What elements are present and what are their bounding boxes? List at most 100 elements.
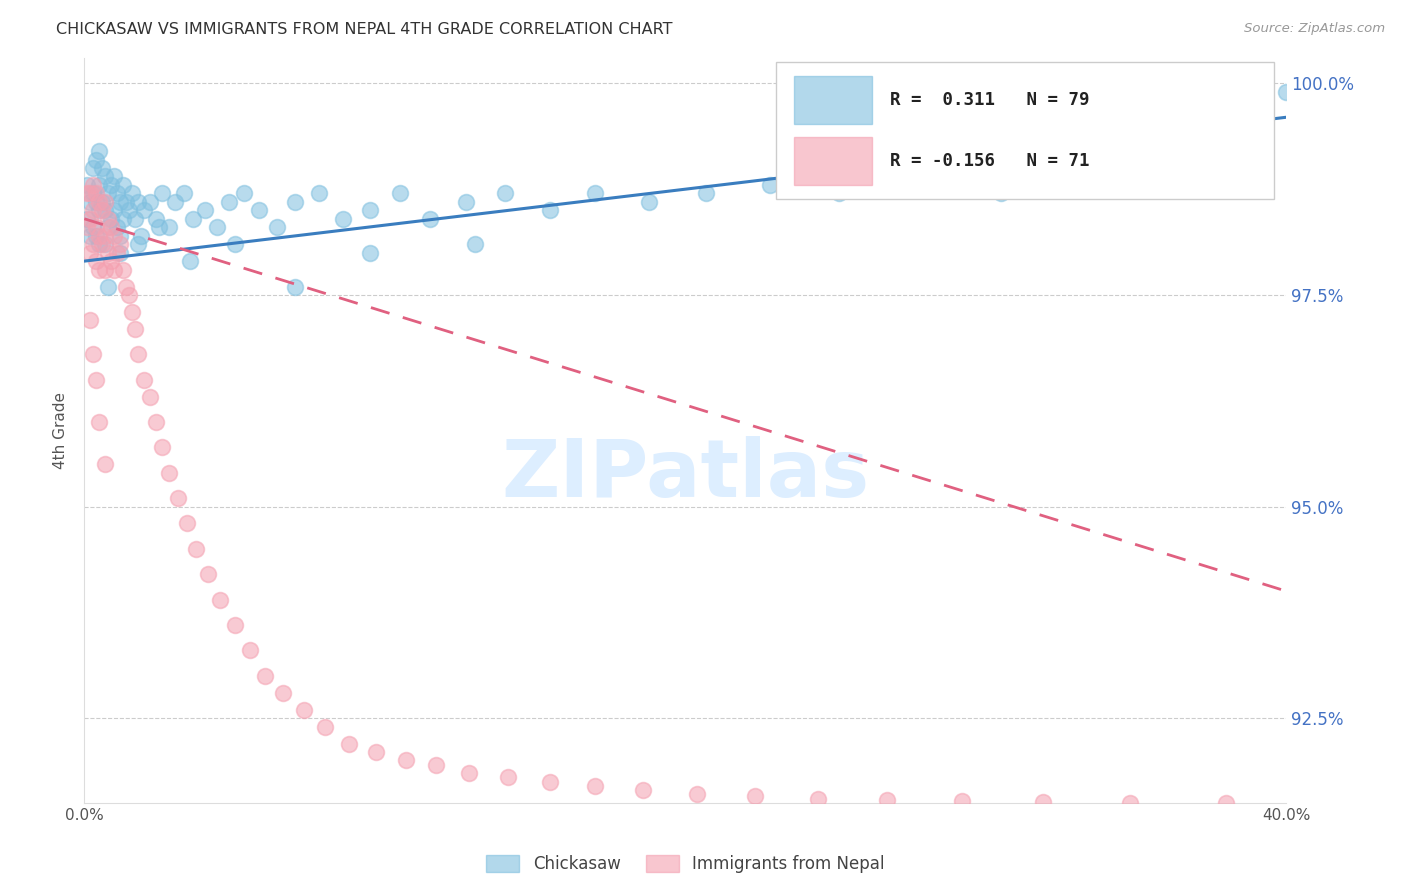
Point [79, 228, 101, 243]
Point [224, 237, 246, 252]
Point [205, 220, 228, 235]
FancyBboxPatch shape [793, 136, 872, 186]
Point [86, 373, 108, 387]
Point [990, 186, 1012, 201]
Point [103, 203, 125, 218]
Point [86, 186, 108, 201]
Point [76, 178, 98, 192]
Point [173, 186, 195, 201]
Point [107, 245, 129, 260]
Point [103, 169, 125, 184]
Point [97, 186, 120, 201]
Point [583, 779, 606, 793]
Point [1185, 178, 1208, 192]
Point [79, 186, 101, 201]
Point [121, 186, 143, 201]
Point [89, 178, 111, 192]
Text: R =  0.311   N = 79: R = 0.311 N = 79 [890, 91, 1090, 110]
Point [496, 771, 519, 785]
Point [695, 186, 717, 201]
Point [744, 789, 766, 803]
Point [359, 203, 381, 218]
Point [464, 237, 486, 252]
Point [337, 737, 360, 751]
Text: Source: ZipAtlas.com: Source: ZipAtlas.com [1244, 22, 1385, 36]
Point [97, 245, 120, 260]
Point [1275, 85, 1298, 99]
Point [97, 220, 120, 235]
Point [110, 228, 132, 243]
Point [86, 220, 108, 235]
Point [124, 211, 146, 226]
Point [194, 203, 217, 218]
Point [115, 194, 138, 209]
Text: R = -0.156   N = 71: R = -0.156 N = 71 [890, 152, 1090, 169]
Point [79, 313, 101, 327]
Point [359, 245, 381, 260]
Point [284, 279, 307, 293]
Text: CHICKASAW VS IMMIGRANTS FROM NEPAL 4TH GRADE CORRELATION CHART: CHICKASAW VS IMMIGRANTS FROM NEPAL 4TH G… [56, 22, 672, 37]
Point [115, 279, 138, 293]
Point [110, 237, 132, 252]
Point [139, 194, 162, 209]
Point [86, 194, 108, 209]
Point [266, 220, 288, 235]
Point [86, 254, 108, 268]
Point [232, 186, 254, 201]
Point [1215, 796, 1237, 810]
Point [157, 466, 180, 480]
Point [131, 228, 153, 243]
Point [197, 567, 219, 582]
Point [314, 720, 336, 734]
Point [82, 178, 104, 192]
Point [152, 186, 174, 201]
Point [145, 211, 167, 226]
Point [82, 237, 104, 252]
Point [118, 203, 141, 218]
Point [758, 178, 780, 192]
Point [148, 220, 170, 235]
Point [145, 415, 167, 429]
Point [152, 440, 174, 454]
Point [332, 211, 354, 226]
Point [176, 516, 198, 531]
Point [905, 178, 928, 192]
Y-axis label: 4th Grade: 4th Grade [53, 392, 69, 469]
Point [76, 211, 98, 226]
Point [110, 245, 132, 260]
Point [538, 203, 561, 218]
Point [118, 288, 141, 302]
Point [76, 220, 98, 235]
Point [292, 703, 315, 717]
Point [1119, 796, 1142, 810]
Point [94, 169, 117, 184]
Point [208, 592, 231, 607]
Point [82, 186, 104, 201]
Point [127, 194, 149, 209]
Point [166, 491, 188, 505]
Point [134, 203, 156, 218]
Point [239, 643, 262, 657]
Point [76, 186, 98, 201]
Point [112, 211, 135, 226]
Point [419, 211, 441, 226]
Point [686, 788, 709, 802]
Point [103, 262, 125, 277]
Point [82, 161, 104, 175]
Point [308, 186, 330, 201]
Point [134, 373, 156, 387]
Point [91, 161, 114, 175]
Point [94, 237, 117, 252]
Point [583, 186, 606, 201]
Point [163, 194, 186, 209]
Point [395, 754, 418, 768]
Point [107, 186, 129, 201]
Point [458, 766, 481, 780]
Point [1032, 795, 1054, 809]
Point [364, 745, 387, 759]
Point [91, 203, 114, 218]
Point [638, 194, 661, 209]
FancyBboxPatch shape [776, 62, 1274, 200]
Point [139, 390, 162, 404]
Point [950, 794, 973, 808]
